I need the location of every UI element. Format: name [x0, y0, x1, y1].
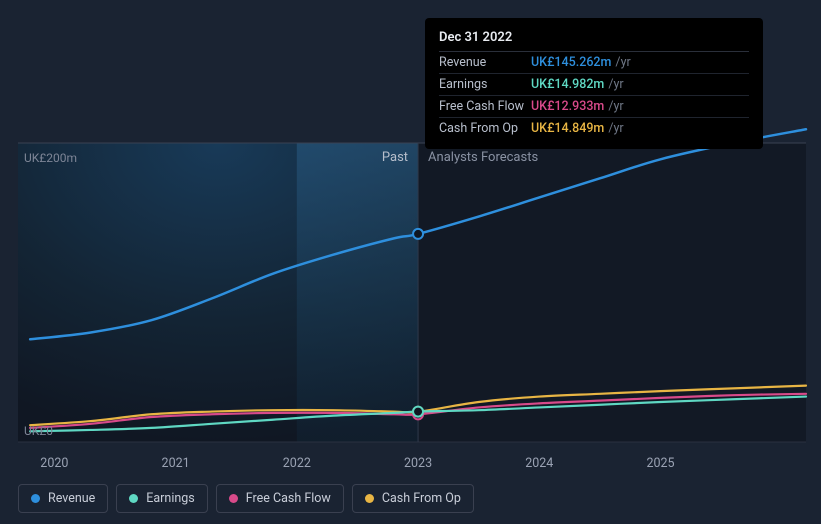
legend-item-earnings[interactable]: Earnings	[116, 484, 207, 513]
tooltip-row: Free Cash FlowUK£12.933m/yr	[439, 95, 749, 117]
financial-forecast-chart: Past Analysts Forecasts UK£200m UK£0 2020…	[0, 0, 821, 524]
forecast-region-label: Analysts Forecasts	[428, 150, 538, 165]
legend-dot-icon	[129, 494, 138, 503]
past-region-label: Past	[358, 150, 408, 165]
legend-label: Earnings	[146, 491, 194, 506]
tooltip-row-unit: /yr	[608, 77, 623, 92]
x-axis-tick: 2023	[404, 456, 432, 471]
chart-tooltip: Dec 31 2022 RevenueUK£145.262m/yrEarning…	[425, 18, 763, 149]
y-axis-label: UK£0	[24, 424, 53, 438]
y-axis-label: UK£200m	[24, 151, 77, 165]
x-axis-tick: 2021	[162, 456, 190, 471]
chart-legend: Revenue Earnings Free Cash Flow Cash From O…	[18, 484, 474, 513]
tooltip-row: Cash From OpUK£14.849m/yr	[439, 117, 749, 139]
tooltip-row-label: Free Cash Flow	[439, 99, 531, 114]
tooltip-row-label: Revenue	[439, 55, 531, 70]
legend-dot-icon	[365, 494, 374, 503]
x-axis-tick: 2022	[283, 456, 311, 471]
tooltip-row-unit: /yr	[615, 55, 630, 70]
legend-label: Revenue	[48, 491, 95, 506]
tooltip-date: Dec 31 2022	[439, 26, 749, 51]
legend-dot-icon	[229, 494, 238, 503]
tooltip-row-value: UK£145.262m	[531, 55, 611, 70]
tooltip-row-unit: /yr	[608, 121, 623, 136]
marker-revenue	[413, 229, 423, 239]
tooltip-row: EarningsUK£14.982m/yr	[439, 73, 749, 95]
tooltip-row-unit: /yr	[608, 99, 623, 114]
x-axis-tick: 2024	[525, 456, 553, 471]
x-axis-tick: 2025	[646, 456, 674, 471]
tooltip-row-value: UK£12.933m	[531, 99, 604, 114]
tooltip-row-label: Cash From Op	[439, 121, 531, 136]
legend-item-cash_from_op[interactable]: Cash From Op	[352, 484, 474, 513]
tooltip-row-value: UK£14.982m	[531, 77, 604, 92]
tooltip-row-label: Earnings	[439, 77, 531, 92]
x-axis-labels: 2020 2021 2022 2023 2024 2025	[0, 456, 821, 476]
legend-label: Cash From Op	[382, 491, 461, 506]
legend-item-free_cash_flow[interactable]: Free Cash Flow	[216, 484, 344, 513]
legend-label: Free Cash Flow	[246, 491, 331, 506]
marker-earnings	[413, 407, 423, 417]
legend-item-revenue[interactable]: Revenue	[18, 484, 108, 513]
x-axis-tick: 2020	[40, 456, 68, 471]
tooltip-row-value: UK£14.849m	[531, 121, 604, 136]
legend-dot-icon	[31, 494, 40, 503]
tooltip-row: RevenueUK£145.262m/yr	[439, 52, 749, 73]
